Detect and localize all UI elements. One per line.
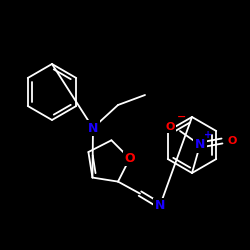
Text: O: O — [165, 122, 175, 132]
Text: O: O — [124, 152, 135, 165]
Text: +: + — [204, 130, 212, 140]
Text: N: N — [195, 138, 205, 151]
Text: O: O — [227, 136, 237, 146]
Text: N: N — [155, 199, 165, 212]
Text: N: N — [88, 122, 98, 134]
Text: −: − — [177, 112, 187, 122]
